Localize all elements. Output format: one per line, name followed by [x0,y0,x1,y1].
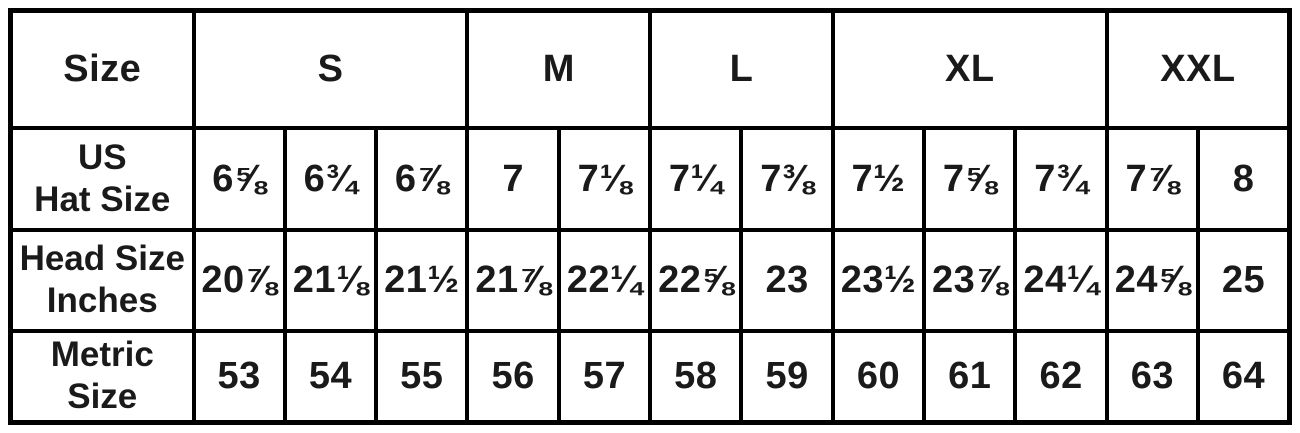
cell-value: 7⅜ [760,157,815,200]
us-hat-size-cell: 7⅛ [556,126,653,233]
us-hat-size-cell: 7 [465,126,561,233]
head-size-cell: 23½ [830,228,927,333]
metric-size-cell: 59 [739,328,835,425]
cell-value: 24⅝ [1114,258,1191,301]
cell-value: 7 [502,157,524,200]
size-group-xxl-label: XXL [1160,48,1236,91]
cell-value: 8 [1232,157,1255,200]
us-hat-size-cell: 6¾ [282,126,379,233]
cell-value: 7¾ [1034,157,1089,200]
metric-size-cell: 55 [374,328,470,425]
cell-value: 56 [491,354,535,397]
metric-size-cell: 56 [465,328,561,425]
us-hat-size-cell: 7¾ [1013,126,1109,233]
head-size-cell: 20⅞ [191,228,287,333]
row-header-head-size-inches: Head Size Inches [8,228,196,333]
size-group-l: L [648,8,835,131]
cell-value: 60 [856,354,901,397]
cell-value: 7⅞ [1125,157,1180,200]
us-hat-size-cell: 6⅝ [191,126,287,233]
metric-size-cell: 54 [282,328,379,425]
size-group-m: M [465,8,653,131]
cell-value: 64 [1221,354,1266,397]
us-hat-size-cell: 6⅞ [374,126,470,233]
head-size-cell: 23⅞ [922,228,1018,333]
row-header-line: Head Size [19,239,185,279]
table-row-metric-size: Metric Size 53 54 55 56 57 58 59 60 61 6… [8,328,1292,425]
cell-value: 6⅝ [212,157,267,200]
head-size-cell: 25 [1196,228,1292,333]
head-size-cell: 21½ [374,228,470,333]
us-hat-size-cell: 7½ [830,126,927,233]
table-header-row: Size S M L XL XXL [8,8,1292,131]
us-hat-size-cell: 7⅞ [1104,126,1201,233]
metric-size-cell: 64 [1196,328,1292,425]
row-header-metric-size: Metric Size [8,328,196,425]
cell-value: 62 [1039,354,1083,397]
size-group-s-label: S [317,48,344,91]
head-size-cell: 21⅛ [282,228,379,333]
head-size-cell: 23 [739,228,835,333]
us-hat-size-cell: 7¼ [648,126,744,233]
head-size-cell: 22¼ [556,228,653,333]
metric-size-cell: 58 [648,328,744,425]
cell-value: 7⅛ [577,157,632,200]
row-header-us-hat-size: US Hat Size [8,126,196,233]
corner-header-label: Size [63,48,142,91]
size-group-xl-label: XL [945,48,995,91]
cell-value: 63 [1130,354,1175,397]
size-group-xxl: XXL [1104,8,1292,131]
cell-value: 53 [217,354,261,397]
size-group-l-label: L [729,48,754,91]
cell-value: 7¼ [668,157,723,200]
cell-value: 23 [765,258,809,301]
cell-value: 21½ [384,258,460,301]
size-group-xl: XL [830,8,1109,131]
cell-value: 23½ [840,258,917,301]
row-header-line: Metric [50,335,154,375]
metric-size-cell: 62 [1013,328,1109,425]
corner-header-size: Size [8,8,196,131]
metric-size-cell: 53 [191,328,287,425]
cell-value: 21⅞ [475,258,551,301]
row-header-line: Hat Size [34,180,171,220]
head-size-cell: 24⅝ [1104,228,1201,333]
head-size-cell: 22⅝ [648,228,744,333]
us-hat-size-cell: 7⅝ [922,126,1018,233]
cell-value: 24¼ [1023,258,1099,301]
row-header-line: US [77,138,127,178]
cell-value: 55 [400,354,444,397]
cell-value: 25 [1221,258,1266,301]
cell-value: 20⅞ [201,258,277,301]
metric-size-cell: 63 [1104,328,1201,425]
cell-value: 6¾ [303,157,358,200]
cell-value: 59 [765,354,809,397]
size-group-s: S [191,8,470,131]
cell-value: 22⅝ [658,258,734,301]
cell-value: 61 [948,354,992,397]
cell-value: 6⅞ [394,157,449,200]
hat-size-conversion-table: Size S M L XL XXL US Hat Size 6⅝ 6¾ 6⅞ 7… [8,8,1292,425]
row-header-line: Inches [46,281,158,321]
cell-value: 23⅞ [932,258,1008,301]
table-row-head-size-inches: Head Size Inches 20⅞ 21⅛ 21½ 21⅞ 22¼ 22⅝… [8,228,1292,333]
head-size-cell: 24¼ [1013,228,1109,333]
cell-value: 21⅛ [292,258,369,301]
cell-value: 57 [582,354,627,397]
metric-size-cell: 60 [830,328,927,425]
cell-value: 54 [308,354,353,397]
row-header-line: Size [67,377,138,417]
metric-size-cell: 57 [556,328,653,425]
cell-value: 58 [674,354,718,397]
us-hat-size-cell: 8 [1196,126,1292,233]
size-group-m-label: M [542,48,575,91]
head-size-cell: 21⅞ [465,228,561,333]
cell-value: 7⅝ [942,157,997,200]
table-row-us-hat-size: US Hat Size 6⅝ 6¾ 6⅞ 7 7⅛ 7¼ 7⅜ 7½ 7⅝ 7¾… [8,126,1292,233]
cell-value: 7½ [851,157,906,200]
cell-value: 22¼ [566,258,643,301]
metric-size-cell: 61 [922,328,1018,425]
us-hat-size-cell: 7⅜ [739,126,835,233]
